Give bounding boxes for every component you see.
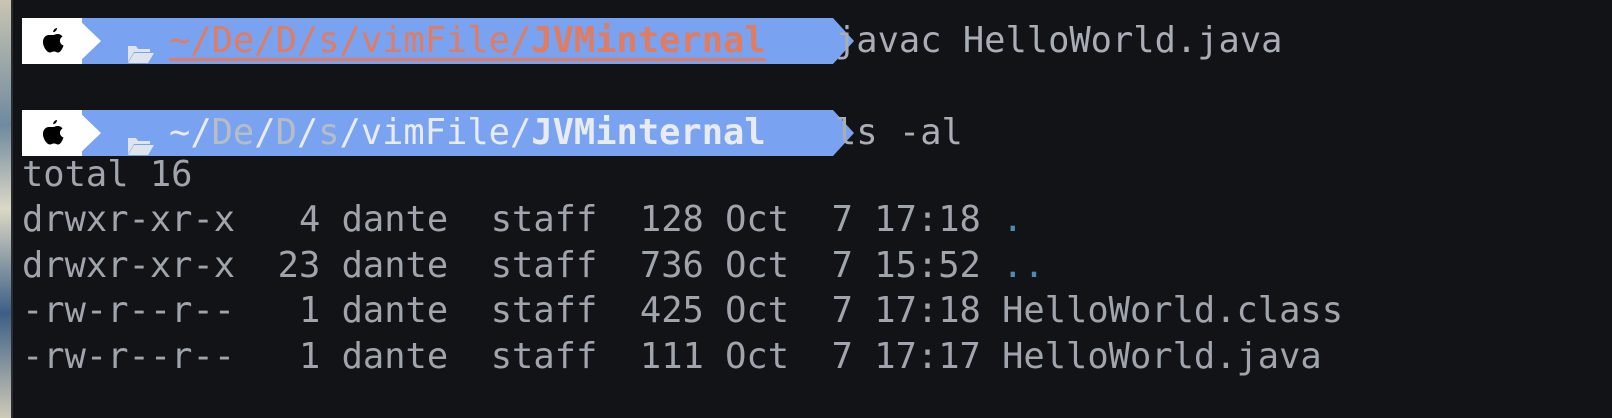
ls-row: drwxr-xr-x 23 dante staff 736 Oct 7 15:5…: [22, 243, 1045, 289]
path-part: D: [275, 20, 297, 61]
path-part: /: [254, 20, 276, 61]
prompt-path-segment: [77, 110, 833, 156]
powerline-separator: [77, 110, 101, 156]
current-directory: JVMinternal: [531, 20, 766, 61]
path-part: ~: [169, 112, 191, 153]
folder-open-icon: [127, 32, 155, 63]
path-part: s: [318, 112, 340, 153]
path-part: /: [509, 112, 532, 153]
prompt-segment: ~/De/D/s/vimFile/JVMinternal: [22, 18, 854, 64]
file-name: HelloWorld.class: [1002, 290, 1344, 331]
prompt-segment: ~/De/D/s/vimFile/JVMinternal: [22, 110, 854, 156]
path-part: /: [254, 112, 276, 153]
path-part: /: [190, 112, 212, 153]
folder-open-icon: [127, 124, 155, 155]
path-part: /: [296, 112, 319, 153]
path-part: De: [211, 20, 255, 61]
file-info: -rw-r--r-- 1 dante staff 111 Oct 7 17:17: [22, 335, 1003, 377]
ls-row: -rw-r--r-- 1 dante staff 425 Oct 7 17:18…: [22, 288, 1343, 334]
file-info: -rw-r--r-- 1 dante staff 425 Oct 7 17:18: [22, 290, 1003, 331]
prompt-path: ~/De/D/s/vimFile/JVMinternal: [169, 18, 766, 64]
path-part: s: [318, 20, 340, 61]
prompt-path-segment: [77, 18, 833, 64]
path-part: /: [339, 112, 361, 153]
path-part: vimFile: [360, 20, 510, 61]
file-name: ..: [1002, 244, 1045, 286]
ls-row: drwxr-xr-x 4 dante staff 128 Oct 7 17:18…: [22, 197, 1023, 243]
path-part: vimFile: [360, 112, 510, 153]
path-part: /: [509, 20, 532, 61]
apple-icon: [42, 25, 64, 55]
ls-row: -rw-r--r-- 1 dante staff 111 Oct 7 17:17…: [22, 334, 1322, 380]
powerline-separator: [833, 110, 854, 156]
path-part: ~: [169, 20, 191, 61]
path-part: /: [190, 20, 212, 61]
ls-total: total 16: [22, 154, 193, 195]
file-info: drwxr-xr-x 23 dante staff 736 Oct 7 15:5…: [22, 244, 1003, 286]
file-info: drwxr-xr-x 4 dante staff 128 Oct 7 17:18: [22, 199, 1003, 240]
powerline-separator: [77, 18, 101, 64]
current-directory: JVMinternal: [531, 112, 766, 153]
apple-icon: [42, 117, 64, 147]
file-name: .: [1002, 199, 1024, 240]
command-text: javac HelloWorld.java: [835, 20, 1283, 61]
file-name: HelloWorld.java: [1002, 335, 1322, 377]
path-part: /: [296, 20, 319, 61]
path-part: D: [275, 112, 297, 153]
powerline-separator: [833, 18, 854, 64]
prompt-path: ~/De/D/s/vimFile/JVMinternal: [169, 110, 766, 156]
command-text: ls -al: [835, 112, 963, 153]
desktop-wallpaper-edge: [0, 0, 13, 418]
path-part: De: [211, 112, 255, 153]
path-part: /: [339, 20, 361, 61]
